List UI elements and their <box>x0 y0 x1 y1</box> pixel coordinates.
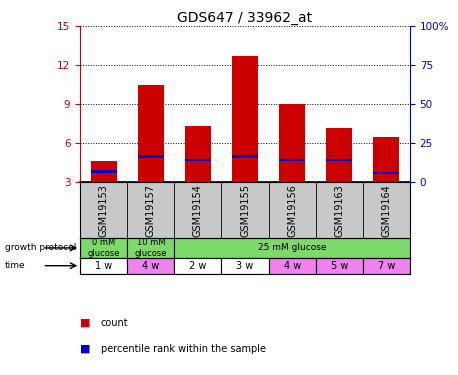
Bar <box>91 170 117 173</box>
Bar <box>80 258 127 274</box>
Bar <box>174 258 222 274</box>
Text: 10 mM
glucose: 10 mM glucose <box>135 238 167 258</box>
Text: 1 w: 1 w <box>95 261 112 271</box>
Bar <box>127 238 174 258</box>
Text: ■: ■ <box>80 318 91 327</box>
Bar <box>138 155 164 158</box>
Text: GSM19156: GSM19156 <box>287 184 297 237</box>
Text: GSM19154: GSM19154 <box>193 184 203 237</box>
Text: GSM19155: GSM19155 <box>240 184 250 237</box>
Bar <box>185 126 211 182</box>
Text: 25 mM glucose: 25 mM glucose <box>258 243 327 252</box>
Bar <box>373 172 399 174</box>
Bar <box>326 159 352 162</box>
Bar <box>222 258 268 274</box>
Bar <box>80 238 127 258</box>
Text: 7 w: 7 w <box>378 261 395 271</box>
Text: GSM19157: GSM19157 <box>146 184 156 237</box>
Bar <box>185 159 211 162</box>
Title: GDS647 / 33962_at: GDS647 / 33962_at <box>177 11 313 25</box>
Bar <box>138 85 164 182</box>
Text: growth protocol: growth protocol <box>5 243 76 252</box>
Text: count: count <box>101 318 128 327</box>
Text: percentile rank within the sample: percentile rank within the sample <box>101 344 266 354</box>
Bar <box>232 155 258 158</box>
Text: 4 w: 4 w <box>142 261 159 271</box>
Text: 0 mM
glucose: 0 mM glucose <box>87 238 120 258</box>
Text: GSM19153: GSM19153 <box>99 184 109 237</box>
Bar <box>373 136 399 182</box>
Bar <box>232 56 258 182</box>
Text: 5 w: 5 w <box>331 261 348 271</box>
Text: 4 w: 4 w <box>284 261 301 271</box>
Text: time: time <box>5 261 25 270</box>
Bar <box>326 128 352 182</box>
Bar <box>127 258 174 274</box>
Bar <box>279 159 305 162</box>
Text: GSM19163: GSM19163 <box>334 184 344 237</box>
Text: 3 w: 3 w <box>236 261 254 271</box>
Bar <box>91 161 117 182</box>
Bar <box>363 258 410 274</box>
Bar <box>174 238 410 258</box>
Bar <box>268 258 316 274</box>
Bar <box>279 104 305 182</box>
Text: 2 w: 2 w <box>189 261 207 271</box>
Bar <box>316 258 363 274</box>
Text: GSM19164: GSM19164 <box>382 184 391 237</box>
Text: ■: ■ <box>80 344 91 354</box>
